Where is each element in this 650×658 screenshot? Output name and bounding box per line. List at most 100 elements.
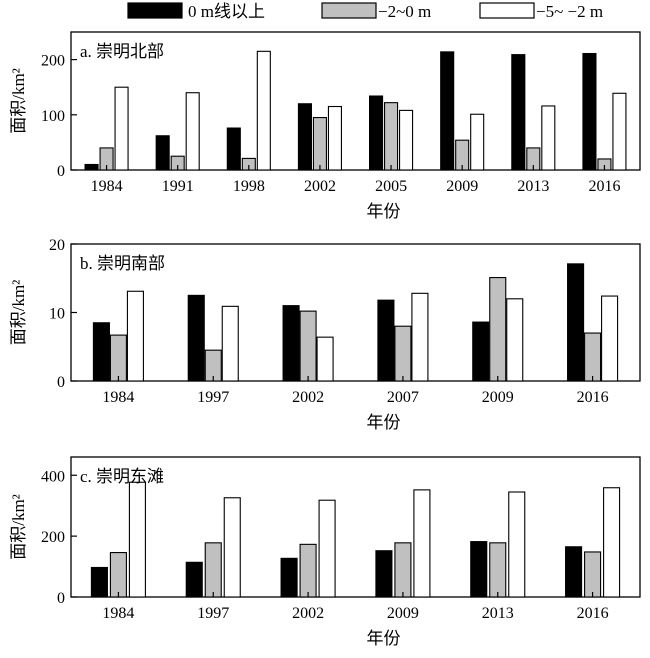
bar-2002-2 [299,310,317,382]
y-tick-label: 20 [49,237,65,254]
x-tick-label: 2007 [387,389,419,406]
bar-2002-1 [280,557,298,598]
bar-2002-2 [312,117,327,171]
y-axis-label: 面积/km² [9,494,28,560]
bar-2013-2 [489,542,507,598]
bar-1997-3 [221,305,239,382]
y-tick-label: 200 [41,529,65,546]
x-tick-label: 1998 [233,178,265,195]
y-tick-label: 0 [57,163,65,180]
bar-2016-1 [582,52,597,171]
bar-1991-3 [185,92,200,171]
bar-1984-1 [84,163,99,171]
bar-1984-3 [126,290,144,382]
bar-2016-2 [584,332,602,382]
bar-2009-2 [489,277,507,382]
bar-1984-1 [92,322,110,382]
x-tick-label: 2009 [387,605,419,622]
x-tick-label: 2016 [588,178,620,195]
bar-2016-1 [565,546,583,598]
bar-1997-3 [223,497,241,598]
x-tick-label: 2005 [375,178,407,195]
bar-2016-1 [567,263,585,382]
bar-2002-3 [318,499,336,598]
legend-label-1: 0 m线以上 [188,2,265,21]
panel-title: a. 崇明北部 [80,42,164,61]
x-axis-label: 年份 [367,413,401,432]
x-tick-label: 2002 [292,389,324,406]
legend-swatch-2 [321,2,377,19]
bar-2016-3 [603,487,621,598]
y-tick-label: 10 [49,306,65,323]
bar-1997-1 [187,294,205,382]
bar-2002-1 [297,103,312,171]
x-tick-label: 2016 [577,389,609,406]
x-tick-label: 2009 [482,389,514,406]
x-tick-label: 2009 [446,178,478,195]
bar-2009-2 [394,542,412,598]
y-tick-label: 0 [57,374,65,391]
plot-frame [70,31,641,171]
y-tick-label: 400 [41,468,65,485]
bar-1991-1 [155,135,170,171]
x-tick-label: 2013 [482,605,514,622]
panel-title: b. 崇明南部 [80,254,165,273]
bar-2013-1 [470,541,488,598]
y-tick-label: 0 [57,590,65,607]
bar-2005-3 [399,109,414,171]
x-axis-label: 年份 [367,202,401,221]
bar-2013-3 [508,491,526,598]
bar-2016-3 [612,92,627,171]
bar-1998-1 [226,127,241,171]
bar-2009-1 [375,550,393,598]
y-axis-label: 面积/km² [9,68,28,134]
panel-chongming-east-shoal: 0 200 400 1984 1997 2002 2009 2013 2016 c. 崇明东滩年份… [9,456,641,648]
bar-2002-3 [327,105,342,171]
bar-1998-3 [256,50,271,171]
bar-2009-3 [413,489,431,598]
plot-frame [70,456,641,598]
x-tick-label: 1997 [197,605,229,622]
legend-swatch-3 [479,2,535,19]
bar-2009-1 [472,321,490,382]
bar-2002-1 [282,305,300,382]
bar-2016-3 [601,295,619,382]
bar-2002-2 [299,543,317,598]
x-tick-label: 2002 [304,178,336,195]
panel-chongming-north: 0 100 200 1984 1991 1998 2002 2005 2009 2013 2016 a… [9,31,641,221]
x-tick-label: 1984 [102,389,134,406]
bar-2009-3 [506,298,524,382]
y-tick-label: 200 [41,53,65,70]
bar-2016-2 [584,551,602,598]
x-tick-label: 1991 [162,178,194,195]
legend: 0 m线以上 −2~0 m −5~ −2 m [127,2,603,21]
bar-2007-1 [377,299,395,382]
bar-2013-1 [511,54,526,171]
legend-label-2: −2~0 m [378,2,431,21]
bar-2013-3 [541,105,556,171]
x-tick-label: 1997 [197,389,229,406]
x-tick-label: 2002 [292,605,324,622]
legend-swatch-1 [127,2,183,19]
bar-1984-3 [114,86,129,171]
bar-1997-2 [204,542,222,598]
bar-2002-3 [316,336,334,382]
bar-2005-1 [369,95,384,171]
legend-label-3: −5~ −2 m [536,2,603,21]
x-axis-label: 年份 [367,629,401,648]
bar-2007-3 [411,292,429,382]
bar-2007-2 [394,325,412,382]
panel-title: c. 崇明东滩 [80,467,164,486]
y-tick-label: 100 [41,108,65,125]
bar-1984-2 [109,334,127,382]
bar-1984-2 [109,552,127,598]
x-tick-label: 2013 [517,178,549,195]
bar-1997-1 [185,561,203,598]
bar-2009-3 [470,113,485,171]
x-tick-label: 2016 [577,605,609,622]
x-tick-label: 1984 [102,605,134,622]
x-tick-label: 1984 [91,178,123,195]
bar-2009-1 [440,51,455,171]
